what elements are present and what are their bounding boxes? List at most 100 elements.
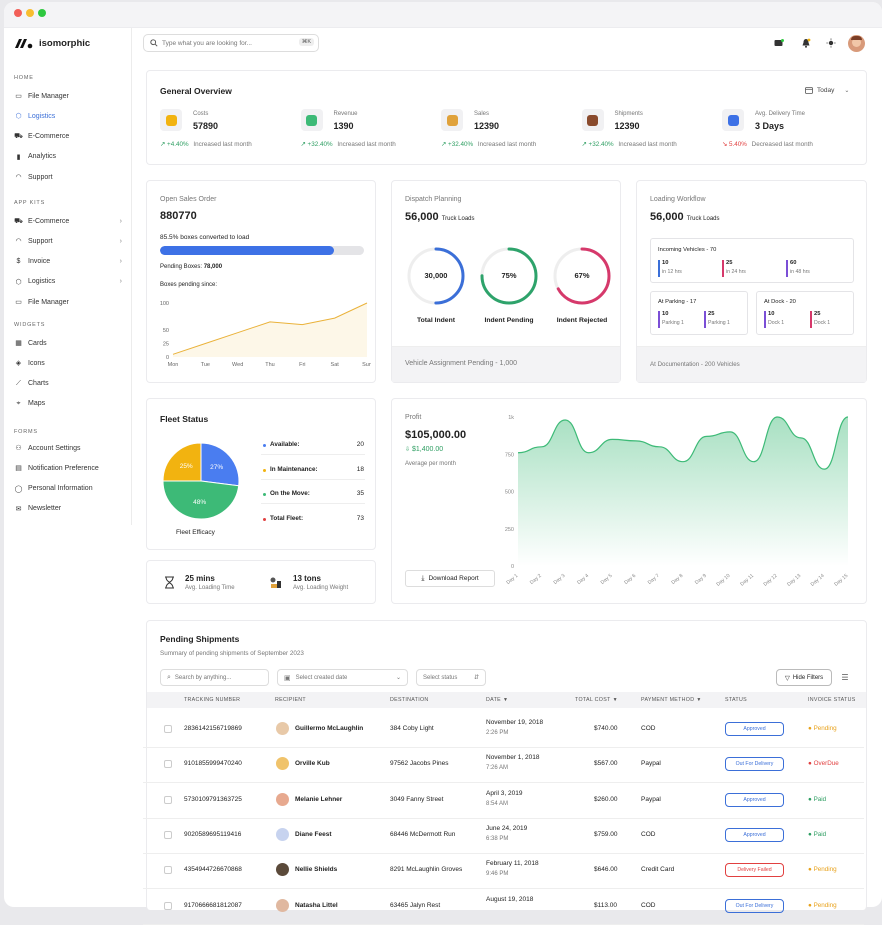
x-tick-label: Day 9 bbox=[694, 573, 708, 586]
fleet-status-card: Fleet Status 27% 48% 25% Fleet Efficacy Av… bbox=[146, 398, 376, 550]
sidebar-item-widgets-0[interactable]: ▦ Cards bbox=[14, 336, 122, 350]
destination: 8291 McLaughlin Groves bbox=[390, 866, 463, 874]
sidebar-item-forms-3[interactable]: ✉ Newsletter bbox=[14, 502, 122, 516]
sidebar-item-widgets-3[interactable]: ⌖ Maps bbox=[14, 397, 122, 411]
at-documentation: At Documentation - 200 Vehicles bbox=[650, 361, 740, 368]
ship-time: 6:38 PM bbox=[486, 835, 509, 842]
loading-workflow-card: Loading Workflow 56,000 Truck Loads Inco… bbox=[636, 180, 867, 383]
row-checkbox[interactable] bbox=[164, 901, 172, 910]
cart-icon: ⛟ bbox=[14, 217, 23, 225]
y-tick-label: 0 bbox=[166, 355, 169, 361]
sidebar-item-widgets-2[interactable]: ⟋ Charts bbox=[14, 377, 122, 391]
tracking-number: 9101855999470240 bbox=[184, 760, 242, 768]
profit-change: ⇩ $1,400.00 bbox=[405, 446, 444, 453]
indent-ring-2 bbox=[553, 247, 611, 305]
folder-icon: ▭ bbox=[15, 299, 22, 307]
pie-slice bbox=[200, 442, 240, 487]
headset-icon: ◠ bbox=[15, 174, 22, 182]
search-icon bbox=[150, 39, 158, 47]
minimize-window-button[interactable] bbox=[26, 9, 34, 17]
column-header[interactable]: DATE ▼ bbox=[486, 697, 509, 703]
metric-value: 10 bbox=[662, 260, 669, 266]
date-range-value: Today bbox=[817, 86, 835, 94]
search-input[interactable]: Type what you are looking for... bbox=[162, 39, 252, 47]
sidebar-item-home-0[interactable]: ▭ File Manager bbox=[14, 89, 122, 103]
stat-value: 3 Days bbox=[755, 121, 785, 131]
user-avatar[interactable] bbox=[848, 35, 865, 52]
pending-chart-title: Boxes pending since: bbox=[160, 282, 218, 288]
status-dot: ● bbox=[808, 866, 812, 874]
destination: 384 Coby Light bbox=[390, 725, 434, 732]
area-fill bbox=[173, 303, 367, 357]
metric-bar bbox=[764, 311, 766, 328]
status-badge[interactable]: Out For Delivery bbox=[725, 757, 784, 772]
search-bar[interactable]: Type what you are looking for... ⌘K bbox=[143, 34, 319, 52]
recipient-name[interactable]: Diane Feest bbox=[295, 830, 332, 838]
notification-bell-icon[interactable] bbox=[800, 37, 812, 49]
sidebar-item-forms-2[interactable]: ◯ Personal Information bbox=[14, 482, 122, 496]
theme-toggle-icon[interactable] bbox=[825, 37, 837, 49]
sidebar-item-forms-1[interactable]: ▤ Notification Preference bbox=[14, 461, 122, 475]
sidebar-section-apps: APP KITS bbox=[14, 200, 46, 206]
y-tick-label: 50 bbox=[163, 328, 169, 334]
stat-value: 12390 bbox=[474, 121, 500, 131]
sidebar-item-apps-4[interactable]: ▭ File Manager bbox=[14, 295, 122, 309]
sidebar-item-home-2[interactable]: ⛟ E-Commerce bbox=[14, 130, 122, 144]
status-filter[interactable]: Select status ⇵ bbox=[416, 669, 486, 686]
sidebar-item-label: File Manager bbox=[28, 92, 69, 100]
row-checkbox[interactable] bbox=[164, 725, 172, 733]
date-range-select[interactable]: Today ⌄ bbox=[805, 86, 849, 94]
sidebar-item-apps-3[interactable]: ⬡ Logistics › bbox=[14, 275, 122, 289]
recipient-name[interactable]: Melanie Lehner bbox=[295, 795, 343, 803]
status-badge[interactable]: Delivery Failed bbox=[725, 863, 784, 878]
row-checkbox[interactable] bbox=[164, 830, 172, 839]
status-badge[interactable]: Approved bbox=[725, 827, 784, 842]
trend-up-icon: ↗ bbox=[300, 141, 306, 148]
sidebar-item-home-3[interactable]: ▮ Analytics bbox=[14, 150, 122, 164]
row-checkbox[interactable] bbox=[164, 795, 172, 804]
recipient-name[interactable]: Nellie Shields bbox=[295, 866, 338, 874]
brand-logo[interactable]: isomorphic bbox=[14, 37, 90, 49]
invoice-status: ● Paid bbox=[808, 795, 827, 803]
ship-date: February 11, 2018 bbox=[486, 860, 539, 868]
sidebar-item-apps-2[interactable]: $ Invoice › bbox=[14, 255, 122, 269]
column-settings-icon[interactable]: ☰ bbox=[841, 672, 849, 682]
status-badge[interactable]: Approved bbox=[725, 722, 784, 736]
download-report-button[interactable]: ⤓ Download Report bbox=[405, 570, 495, 587]
dispatch-footer: Vehicle Assignment Pending - 1,000 bbox=[392, 346, 620, 382]
sidebar-item-home-1[interactable]: ⬡ Logistics bbox=[14, 109, 122, 123]
messages-icon[interactable] bbox=[773, 37, 785, 49]
sidebar-item-home-4[interactable]: ◠ Support bbox=[14, 170, 122, 184]
column-header[interactable]: TOTAL COST ▼ bbox=[575, 697, 618, 703]
hide-filters-button[interactable]: ▽ Hide Filters bbox=[776, 669, 832, 686]
row-checkbox[interactable] bbox=[164, 866, 172, 875]
status-badge[interactable]: Out For Delivery bbox=[725, 898, 784, 913]
x-tick-label: Day 15 bbox=[833, 573, 849, 588]
sidebar-item-apps-0[interactable]: ⛟ E-Commerce › bbox=[14, 214, 122, 228]
close-window-button[interactable] bbox=[14, 9, 22, 17]
loading-footer: At Documentation - 200 Vehicles bbox=[637, 346, 866, 382]
total-cost: $567.00 bbox=[594, 760, 618, 768]
recipient-name[interactable]: Guillermo McLaughlin bbox=[295, 725, 364, 732]
sidebar-item-apps-1[interactable]: ◠ Support › bbox=[14, 234, 122, 248]
profit-value: $105,000.00 bbox=[405, 429, 467, 441]
column-header[interactable]: PAYMENT METHOD ▼ bbox=[641, 697, 702, 703]
logo-icon bbox=[15, 39, 33, 49]
metric-bar bbox=[810, 311, 812, 328]
row-checkbox[interactable] bbox=[164, 760, 172, 769]
date-filter[interactable]: ▣ Select created date ⌄ bbox=[277, 669, 408, 686]
sidebar-item-widgets-1[interactable]: ◈ Icons bbox=[14, 356, 122, 370]
calendar-icon: ▣ bbox=[284, 674, 291, 682]
payment-method: COD bbox=[641, 901, 656, 909]
box-icon: ⬡ bbox=[15, 113, 22, 121]
destination: 68446 McDermott Run bbox=[390, 830, 456, 838]
shipment-search[interactable]: ⌕ Search by anything... bbox=[160, 669, 269, 686]
recipient-name[interactable]: Natasha Littel bbox=[295, 901, 338, 909]
ring-value: 67% bbox=[574, 271, 590, 280]
pie-label: 25% bbox=[180, 463, 193, 470]
sidebar-item-forms-0[interactable]: ⚇ Account Settings bbox=[14, 441, 122, 455]
legend-value: 35 bbox=[356, 490, 364, 497]
status-badge[interactable]: Approved bbox=[725, 792, 784, 807]
recipient-name[interactable]: Orville Kub bbox=[295, 760, 330, 768]
maximize-window-button[interactable] bbox=[38, 9, 46, 17]
